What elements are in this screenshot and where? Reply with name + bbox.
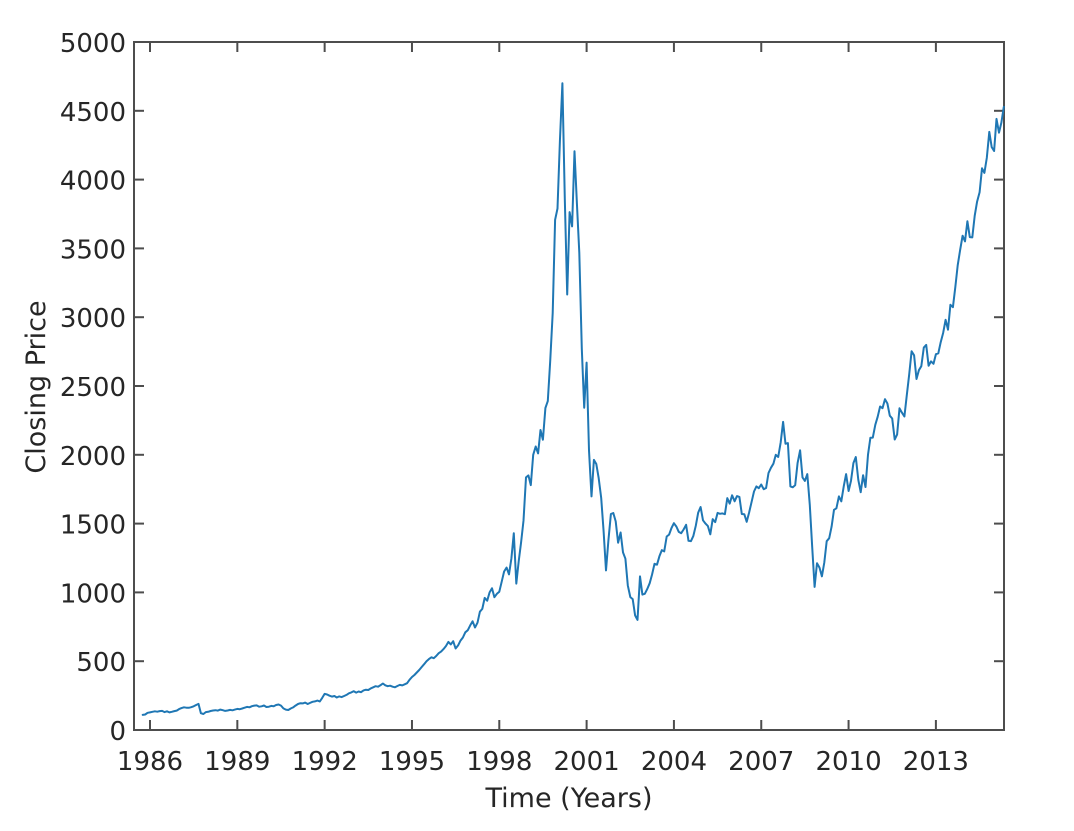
y-tick-label: 3000 xyxy=(60,304,126,334)
y-axis-title: Closing Price xyxy=(21,300,52,474)
y-tick-label: 3500 xyxy=(60,235,126,265)
x-tick-label: 1992 xyxy=(292,747,358,777)
x-tick-label: 1998 xyxy=(466,747,532,777)
x-tick-label: 2004 xyxy=(641,747,707,777)
axes-box xyxy=(133,41,1005,731)
price-line xyxy=(141,82,1005,716)
y-tick-label: 2500 xyxy=(60,373,126,403)
x-axis-title: Time (Years) xyxy=(485,783,653,814)
x-tick-label: 2001 xyxy=(554,747,620,777)
y-tick-label: 4500 xyxy=(60,98,126,128)
y-tick-label: 5000 xyxy=(60,29,126,59)
x-tick-label: 1986 xyxy=(117,747,183,777)
y-tick-label: 2000 xyxy=(60,442,126,472)
y-tick-label: 1000 xyxy=(60,579,126,609)
y-tick-label: 4000 xyxy=(60,167,126,197)
y-tick-label: 500 xyxy=(76,648,126,678)
x-tick-label: 2007 xyxy=(728,747,794,777)
x-tick-label: 1995 xyxy=(379,747,445,777)
x-tick-label: 2010 xyxy=(815,747,881,777)
x-tick-label: 2013 xyxy=(903,747,969,777)
y-tick-label: 1500 xyxy=(60,511,126,541)
x-tick-label: 1989 xyxy=(204,747,270,777)
y-tick-label: 0 xyxy=(109,717,126,747)
